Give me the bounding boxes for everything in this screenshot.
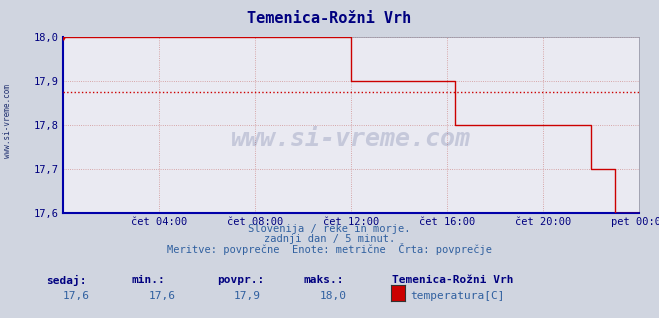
- Text: Temenica-Rožni Vrh: Temenica-Rožni Vrh: [247, 11, 412, 26]
- Text: sedaj:: sedaj:: [46, 275, 86, 286]
- Text: www.si-vreme.com: www.si-vreme.com: [231, 127, 471, 151]
- Text: Temenica-Rožni Vrh: Temenica-Rožni Vrh: [392, 275, 513, 285]
- Text: maks.:: maks.:: [303, 275, 343, 285]
- Text: zadnji dan / 5 minut.: zadnji dan / 5 minut.: [264, 234, 395, 244]
- Text: www.si-vreme.com: www.si-vreme.com: [3, 84, 13, 158]
- Text: 17,6: 17,6: [148, 291, 175, 301]
- Text: povpr.:: povpr.:: [217, 275, 265, 285]
- Text: 17,9: 17,9: [234, 291, 261, 301]
- Text: Slovenija / reke in morje.: Slovenija / reke in morje.: [248, 224, 411, 234]
- Text: 18,0: 18,0: [320, 291, 347, 301]
- Text: Meritve: povprečne  Enote: metrične  Črta: povprečje: Meritve: povprečne Enote: metrične Črta:…: [167, 243, 492, 255]
- Text: min.:: min.:: [132, 275, 165, 285]
- Text: 17,6: 17,6: [63, 291, 90, 301]
- Text: temperatura[C]: temperatura[C]: [410, 291, 504, 301]
